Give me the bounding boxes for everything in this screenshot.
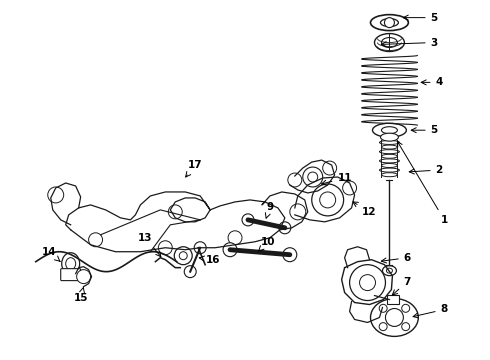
Circle shape bbox=[279, 222, 291, 234]
Text: 7: 7 bbox=[392, 276, 411, 295]
Ellipse shape bbox=[382, 145, 397, 149]
Circle shape bbox=[385, 18, 394, 28]
Text: 5: 5 bbox=[403, 13, 438, 23]
Ellipse shape bbox=[380, 133, 398, 141]
Circle shape bbox=[319, 192, 336, 208]
Circle shape bbox=[48, 187, 64, 203]
Circle shape bbox=[184, 266, 196, 278]
Circle shape bbox=[386, 309, 403, 327]
Text: 2: 2 bbox=[409, 165, 443, 175]
Ellipse shape bbox=[382, 173, 397, 177]
Circle shape bbox=[223, 243, 237, 257]
Circle shape bbox=[158, 241, 172, 255]
Circle shape bbox=[76, 270, 91, 284]
Text: 13: 13 bbox=[138, 233, 161, 257]
Ellipse shape bbox=[370, 15, 408, 31]
Ellipse shape bbox=[62, 253, 80, 275]
Ellipse shape bbox=[383, 266, 396, 276]
Ellipse shape bbox=[379, 140, 399, 144]
Ellipse shape bbox=[379, 159, 399, 163]
FancyBboxPatch shape bbox=[61, 269, 81, 280]
Circle shape bbox=[179, 252, 187, 260]
Circle shape bbox=[379, 323, 387, 330]
Circle shape bbox=[242, 214, 254, 226]
Circle shape bbox=[308, 172, 318, 182]
FancyBboxPatch shape bbox=[388, 294, 399, 303]
Text: 15: 15 bbox=[74, 287, 88, 302]
Ellipse shape bbox=[379, 168, 399, 172]
Circle shape bbox=[402, 304, 410, 312]
Ellipse shape bbox=[382, 163, 397, 167]
Ellipse shape bbox=[370, 298, 418, 336]
Ellipse shape bbox=[387, 268, 392, 273]
Circle shape bbox=[323, 161, 337, 175]
Circle shape bbox=[168, 205, 182, 219]
Circle shape bbox=[174, 247, 192, 265]
Ellipse shape bbox=[374, 33, 404, 51]
Text: 3: 3 bbox=[381, 37, 438, 48]
Circle shape bbox=[89, 233, 102, 247]
Circle shape bbox=[228, 231, 242, 245]
Text: 11: 11 bbox=[321, 173, 352, 185]
Ellipse shape bbox=[66, 258, 75, 270]
Circle shape bbox=[379, 304, 387, 312]
Text: 14: 14 bbox=[42, 247, 60, 261]
Circle shape bbox=[288, 173, 302, 187]
Circle shape bbox=[349, 265, 386, 301]
Ellipse shape bbox=[382, 154, 397, 158]
Text: 5: 5 bbox=[411, 125, 438, 135]
Ellipse shape bbox=[372, 123, 406, 137]
Ellipse shape bbox=[382, 127, 397, 134]
Circle shape bbox=[303, 167, 323, 187]
Text: 6: 6 bbox=[381, 253, 411, 263]
Text: 12: 12 bbox=[353, 202, 377, 217]
Ellipse shape bbox=[382, 37, 397, 48]
Circle shape bbox=[312, 184, 343, 216]
Text: 4: 4 bbox=[421, 77, 443, 87]
Text: 10: 10 bbox=[258, 237, 275, 252]
Ellipse shape bbox=[379, 150, 399, 154]
Circle shape bbox=[290, 204, 306, 220]
Text: 9: 9 bbox=[266, 202, 273, 218]
Circle shape bbox=[402, 323, 410, 330]
Text: 17: 17 bbox=[186, 160, 202, 177]
Text: 16: 16 bbox=[199, 255, 220, 265]
Circle shape bbox=[283, 248, 297, 262]
Text: 8: 8 bbox=[413, 305, 448, 318]
Circle shape bbox=[360, 275, 375, 291]
Circle shape bbox=[194, 242, 206, 254]
Text: 1: 1 bbox=[397, 141, 448, 225]
Circle shape bbox=[343, 181, 357, 195]
Ellipse shape bbox=[380, 19, 398, 27]
